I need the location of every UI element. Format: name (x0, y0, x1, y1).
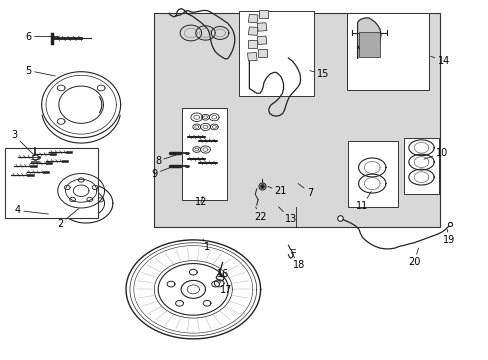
Bar (358, 32, 379, 57)
Bar (346, 13, 428, 90)
Bar (347, 140, 397, 207)
Text: 7: 7 (298, 184, 312, 198)
Text: 4: 4 (15, 206, 48, 216)
Text: 13: 13 (278, 207, 297, 224)
Text: 9: 9 (151, 167, 172, 179)
Text: 2: 2 (57, 209, 79, 229)
Text: 19: 19 (442, 229, 454, 245)
Text: 17: 17 (220, 282, 232, 296)
Text: 6: 6 (26, 32, 59, 41)
Text: 5: 5 (25, 66, 55, 76)
Bar (258, 37, 267, 45)
Bar (154, 13, 439, 226)
Text: 12: 12 (194, 196, 207, 207)
Text: 20: 20 (407, 248, 419, 267)
Bar (248, 27, 257, 35)
Text: 10: 10 (423, 148, 447, 159)
Bar (238, 12, 314, 96)
Text: 1: 1 (203, 239, 210, 252)
Bar (257, 49, 266, 57)
Polygon shape (357, 18, 380, 58)
Text: 21: 21 (267, 186, 286, 197)
Bar (247, 14, 257, 22)
Bar (4, 148, 98, 218)
Text: 3: 3 (11, 130, 34, 155)
Bar (248, 53, 258, 62)
Text: 8: 8 (155, 155, 176, 166)
Bar (182, 108, 227, 200)
Bar (259, 10, 267, 18)
Text: 14: 14 (430, 56, 449, 66)
Bar (258, 23, 266, 31)
Text: 15: 15 (309, 69, 328, 79)
Text: 16: 16 (216, 265, 228, 279)
Text: 18: 18 (291, 252, 305, 270)
Bar (247, 40, 257, 48)
Text: 11: 11 (355, 192, 370, 211)
Bar (404, 138, 438, 194)
Text: 22: 22 (253, 207, 266, 221)
